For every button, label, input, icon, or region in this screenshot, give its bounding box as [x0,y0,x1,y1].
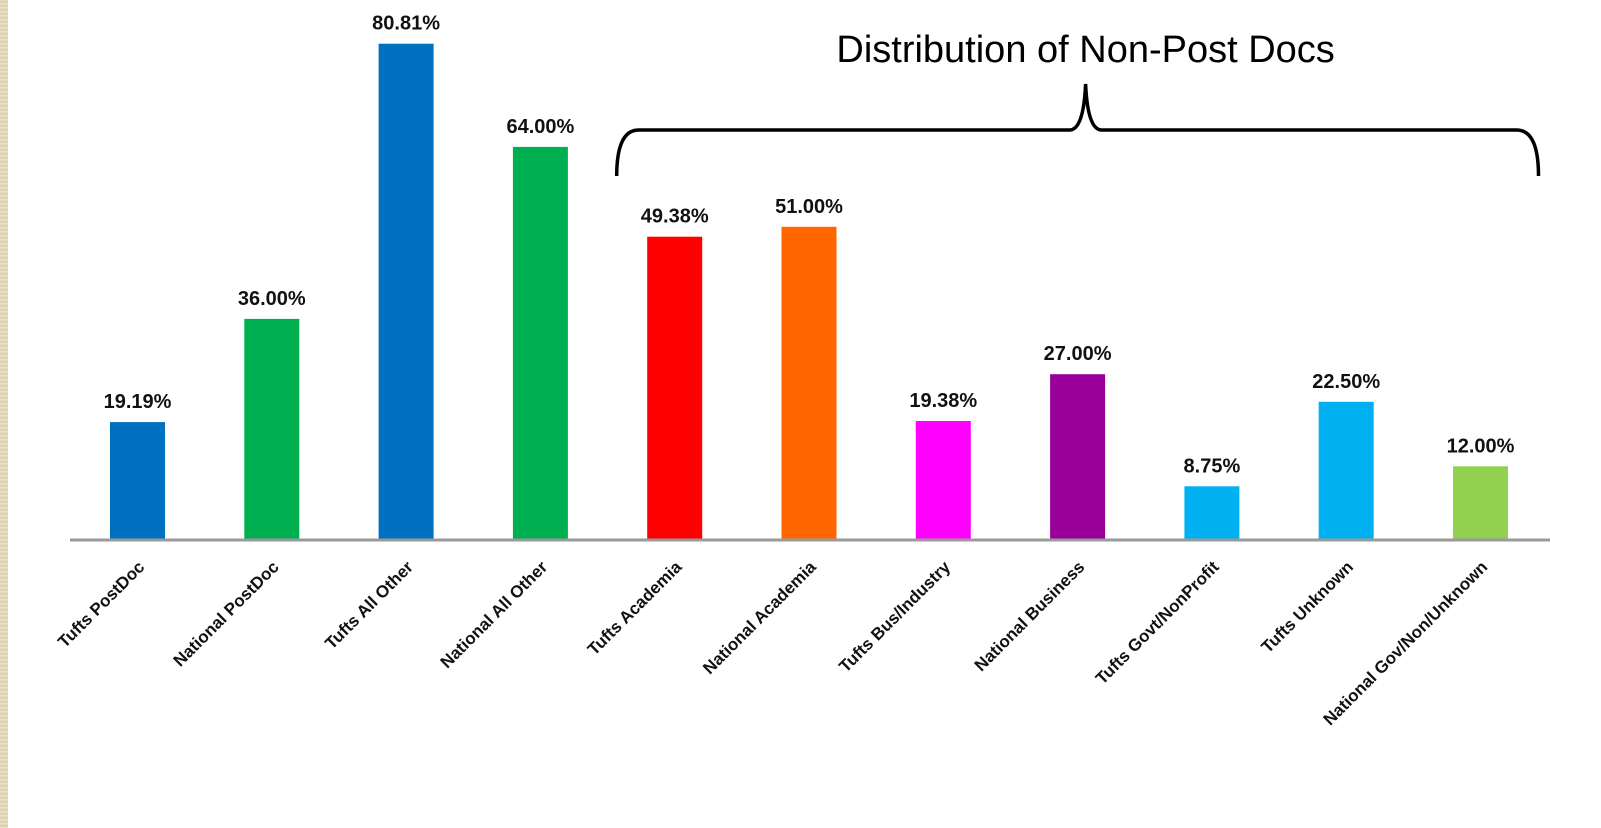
bar-national-all-other [512,146,568,540]
tick-label-national-academia: National Academia [699,557,820,678]
bar-tufts-bus-industry [915,421,971,540]
slide-left-border [0,0,8,828]
annotation-bracket [614,83,1541,177]
bar-national-business [1050,374,1106,540]
bar-tufts-unknown [1318,401,1374,540]
data-label-tufts-govt-nonprofit: 8.75% [1184,455,1241,477]
data-label-tufts-all-other: 80.81% [372,13,440,35]
data-labels-group: 19.19% 36.00% 80.81% 64.00% 49.38% 51.00% 19.3… [104,13,1515,478]
tick-label-tufts-academia: Tufts Academia [584,557,686,659]
data-label-national-academia: 51.00% [775,196,843,218]
tick-label-national-business: National Business [971,557,1089,675]
tick-label-tufts-postdoc: Tufts PostDoc [54,557,148,651]
tick-label-national-postdoc: National PostDoc [170,557,283,670]
bar-tufts-postdoc [110,422,165,540]
data-label-national-all-other: 64.00% [506,116,574,138]
data-label-tufts-unknown: 22.50% [1312,371,1380,393]
tick-label-tufts-unknown: Tufts Unknown [1258,557,1357,656]
tick-label-national-all-other: National All Other [437,557,552,672]
data-label-tufts-postdoc: 19.19% [104,391,172,413]
tick-label-tufts-all-other: Tufts All Other [321,557,417,653]
data-label-national-business: 27.00% [1044,343,1112,365]
data-label-tufts-academia: 49.38% [641,206,709,228]
bar-tufts-govt-nonprofit [1184,486,1240,540]
bar-national-academia [781,226,837,541]
bar-tufts-all-other [378,43,434,540]
annotation-text: Distribution of Non-Post Docs [836,29,1334,71]
tick-labels-group: Tufts PostDoc National PostDoc Tufts All O… [54,557,1491,729]
data-label-national-gov-non-unknown: 12.00% [1447,435,1515,457]
tick-label-national-gov-non-unknown: National Gov/Non/Unknown [1320,557,1492,729]
bars-group [110,43,1508,541]
bar-national-gov-non-unknown [1453,466,1508,540]
data-label-national-postdoc: 36.00% [238,288,306,310]
tick-label-tufts-govt-nonprofit: Tufts Govt/NonProfit [1092,557,1223,688]
tick-label-tufts-bus-industry: Tufts Bus/Industry [835,557,954,676]
bar-national-postdoc [244,318,300,540]
bar-tufts-academia [647,236,703,540]
data-label-tufts-bus-industry: 19.38% [909,390,977,412]
